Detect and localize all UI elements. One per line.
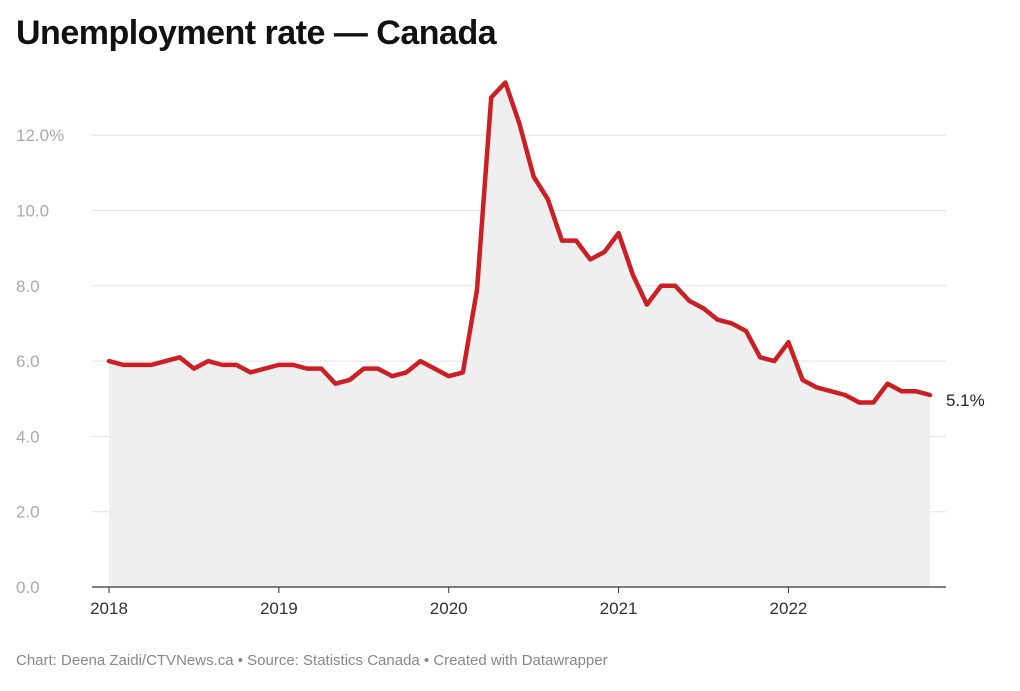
x-tick-label: 2021: [600, 599, 638, 618]
x-axis: 2018 2019 2020 2021 2022: [90, 586, 946, 618]
x-tick-label: 2020: [430, 599, 468, 618]
y-axis-ticks: 0.0 2.0 4.0 6.0 8.0 10.0 12.0%: [16, 126, 64, 597]
y-tick-label: 10.0: [16, 202, 49, 221]
end-label-group: 5.1%: [946, 391, 985, 410]
y-tick-label: 6.0: [16, 352, 40, 371]
chart-title: Unemployment rate — Canada: [16, 14, 497, 52]
y-tick-label: 2.0: [16, 503, 40, 522]
area-fill-path: [109, 82, 930, 588]
x-tick-label: 2018: [90, 599, 128, 618]
end-value-label: 5.1%: [946, 391, 985, 410]
chart-footer: Chart: Deena Zaidi/CTVNews.ca • Source: …: [16, 652, 608, 669]
y-tick-label: 0.0: [16, 578, 40, 597]
y-tick-label: 8.0: [16, 277, 40, 296]
y-tick-label: 12.0%: [16, 126, 64, 145]
series-line: [106, 80, 933, 405]
x-tick-label: 2022: [770, 599, 808, 618]
y-tick-label: 4.0: [16, 427, 40, 446]
x-tick-label: 2019: [260, 599, 298, 618]
area-fill: [109, 82, 930, 588]
series-line-path: [106, 80, 933, 405]
